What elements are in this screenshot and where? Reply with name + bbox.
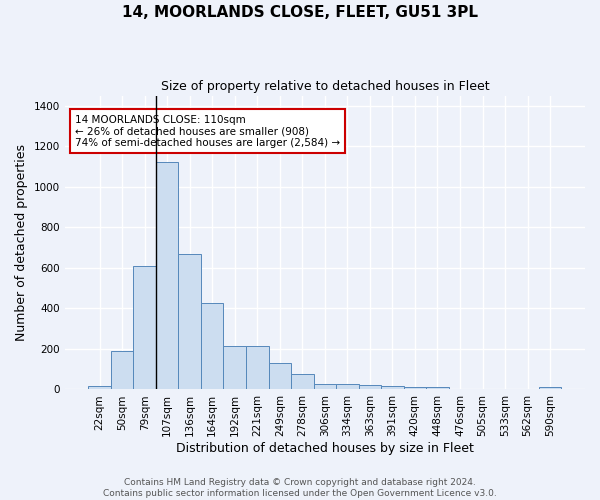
Bar (246, 346, 269, 390)
Bar (178, 254, 201, 390)
Bar (426, 388, 449, 390)
Text: 14 MOORLANDS CLOSE: 110sqm
← 26% of detached houses are smaller (908)
74% of sem: 14 MOORLANDS CLOSE: 110sqm ← 26% of deta… (75, 114, 340, 148)
X-axis label: Distribution of detached houses by size in Fleet: Distribution of detached houses by size … (176, 442, 474, 455)
Bar (133, 266, 156, 390)
Text: Contains HM Land Registry data © Crown copyright and database right 2024.
Contai: Contains HM Land Registry data © Crown c… (103, 478, 497, 498)
Bar (381, 386, 404, 390)
Bar (111, 351, 133, 390)
Y-axis label: Number of detached properties: Number of detached properties (15, 144, 28, 341)
Bar (156, 162, 178, 390)
Bar (291, 374, 314, 390)
Bar (269, 363, 291, 390)
Bar (404, 388, 426, 390)
Bar (223, 346, 246, 390)
Bar (314, 384, 336, 390)
Bar (88, 386, 111, 390)
Bar (201, 304, 223, 390)
Title: Size of property relative to detached houses in Fleet: Size of property relative to detached ho… (161, 80, 489, 93)
Text: 14, MOORLANDS CLOSE, FLEET, GU51 3PL: 14, MOORLANDS CLOSE, FLEET, GU51 3PL (122, 5, 478, 20)
Bar (336, 384, 359, 390)
Bar (539, 388, 562, 390)
Bar (359, 386, 381, 390)
